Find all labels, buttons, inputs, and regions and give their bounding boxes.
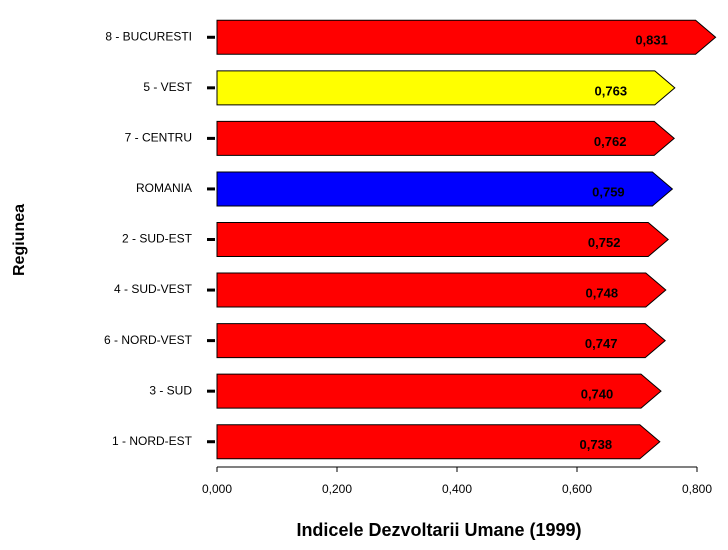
value-label: 0,740 [581, 387, 614, 402]
bar [216, 272, 667, 308]
value-label: 0,748 [586, 285, 619, 300]
bar [216, 19, 717, 55]
x-tick-label: 0,000 [202, 482, 232, 496]
value-label: 0,738 [580, 437, 613, 452]
y-tick-label: 4 - SUD-VEST [114, 282, 193, 296]
y-tick-label: 2 - SUD-EST [122, 232, 193, 246]
value-label: 0,762 [594, 134, 627, 149]
x-axis-label: Indicele Dezvoltarii Umane (1999) [296, 520, 581, 540]
y-tick-label: ROMANIA [136, 181, 192, 195]
bar [216, 120, 675, 156]
y-tick-label: 7 - CENTRU [125, 131, 192, 145]
y-tick-label: 6 - NORD-VEST [104, 333, 193, 347]
y-tick-label: 3 - SUD [149, 383, 192, 397]
y-axis-label: Regiunea [11, 204, 28, 276]
value-label: 0,759 [592, 184, 625, 199]
y-tick-label: 1 - NORD-EST [112, 434, 193, 448]
bar [216, 70, 676, 106]
bar [216, 323, 666, 359]
y-tick-label: 5 - VEST [143, 80, 192, 94]
x-tick-label: 0,400 [442, 482, 472, 496]
x-tick-label: 0,200 [322, 482, 352, 496]
bar [216, 424, 661, 460]
value-label: 0,747 [585, 336, 618, 351]
y-tick-label: 8 - BUCURESTI [105, 29, 192, 43]
value-label: 0,752 [588, 235, 621, 250]
bar [216, 373, 662, 409]
bar [216, 171, 674, 207]
bar [216, 222, 669, 257]
x-tick-label: 0,800 [682, 482, 712, 496]
value-label: 0,763 [595, 83, 628, 98]
value-label: 0,831 [635, 33, 668, 48]
x-tick-label: 0,600 [562, 482, 592, 496]
